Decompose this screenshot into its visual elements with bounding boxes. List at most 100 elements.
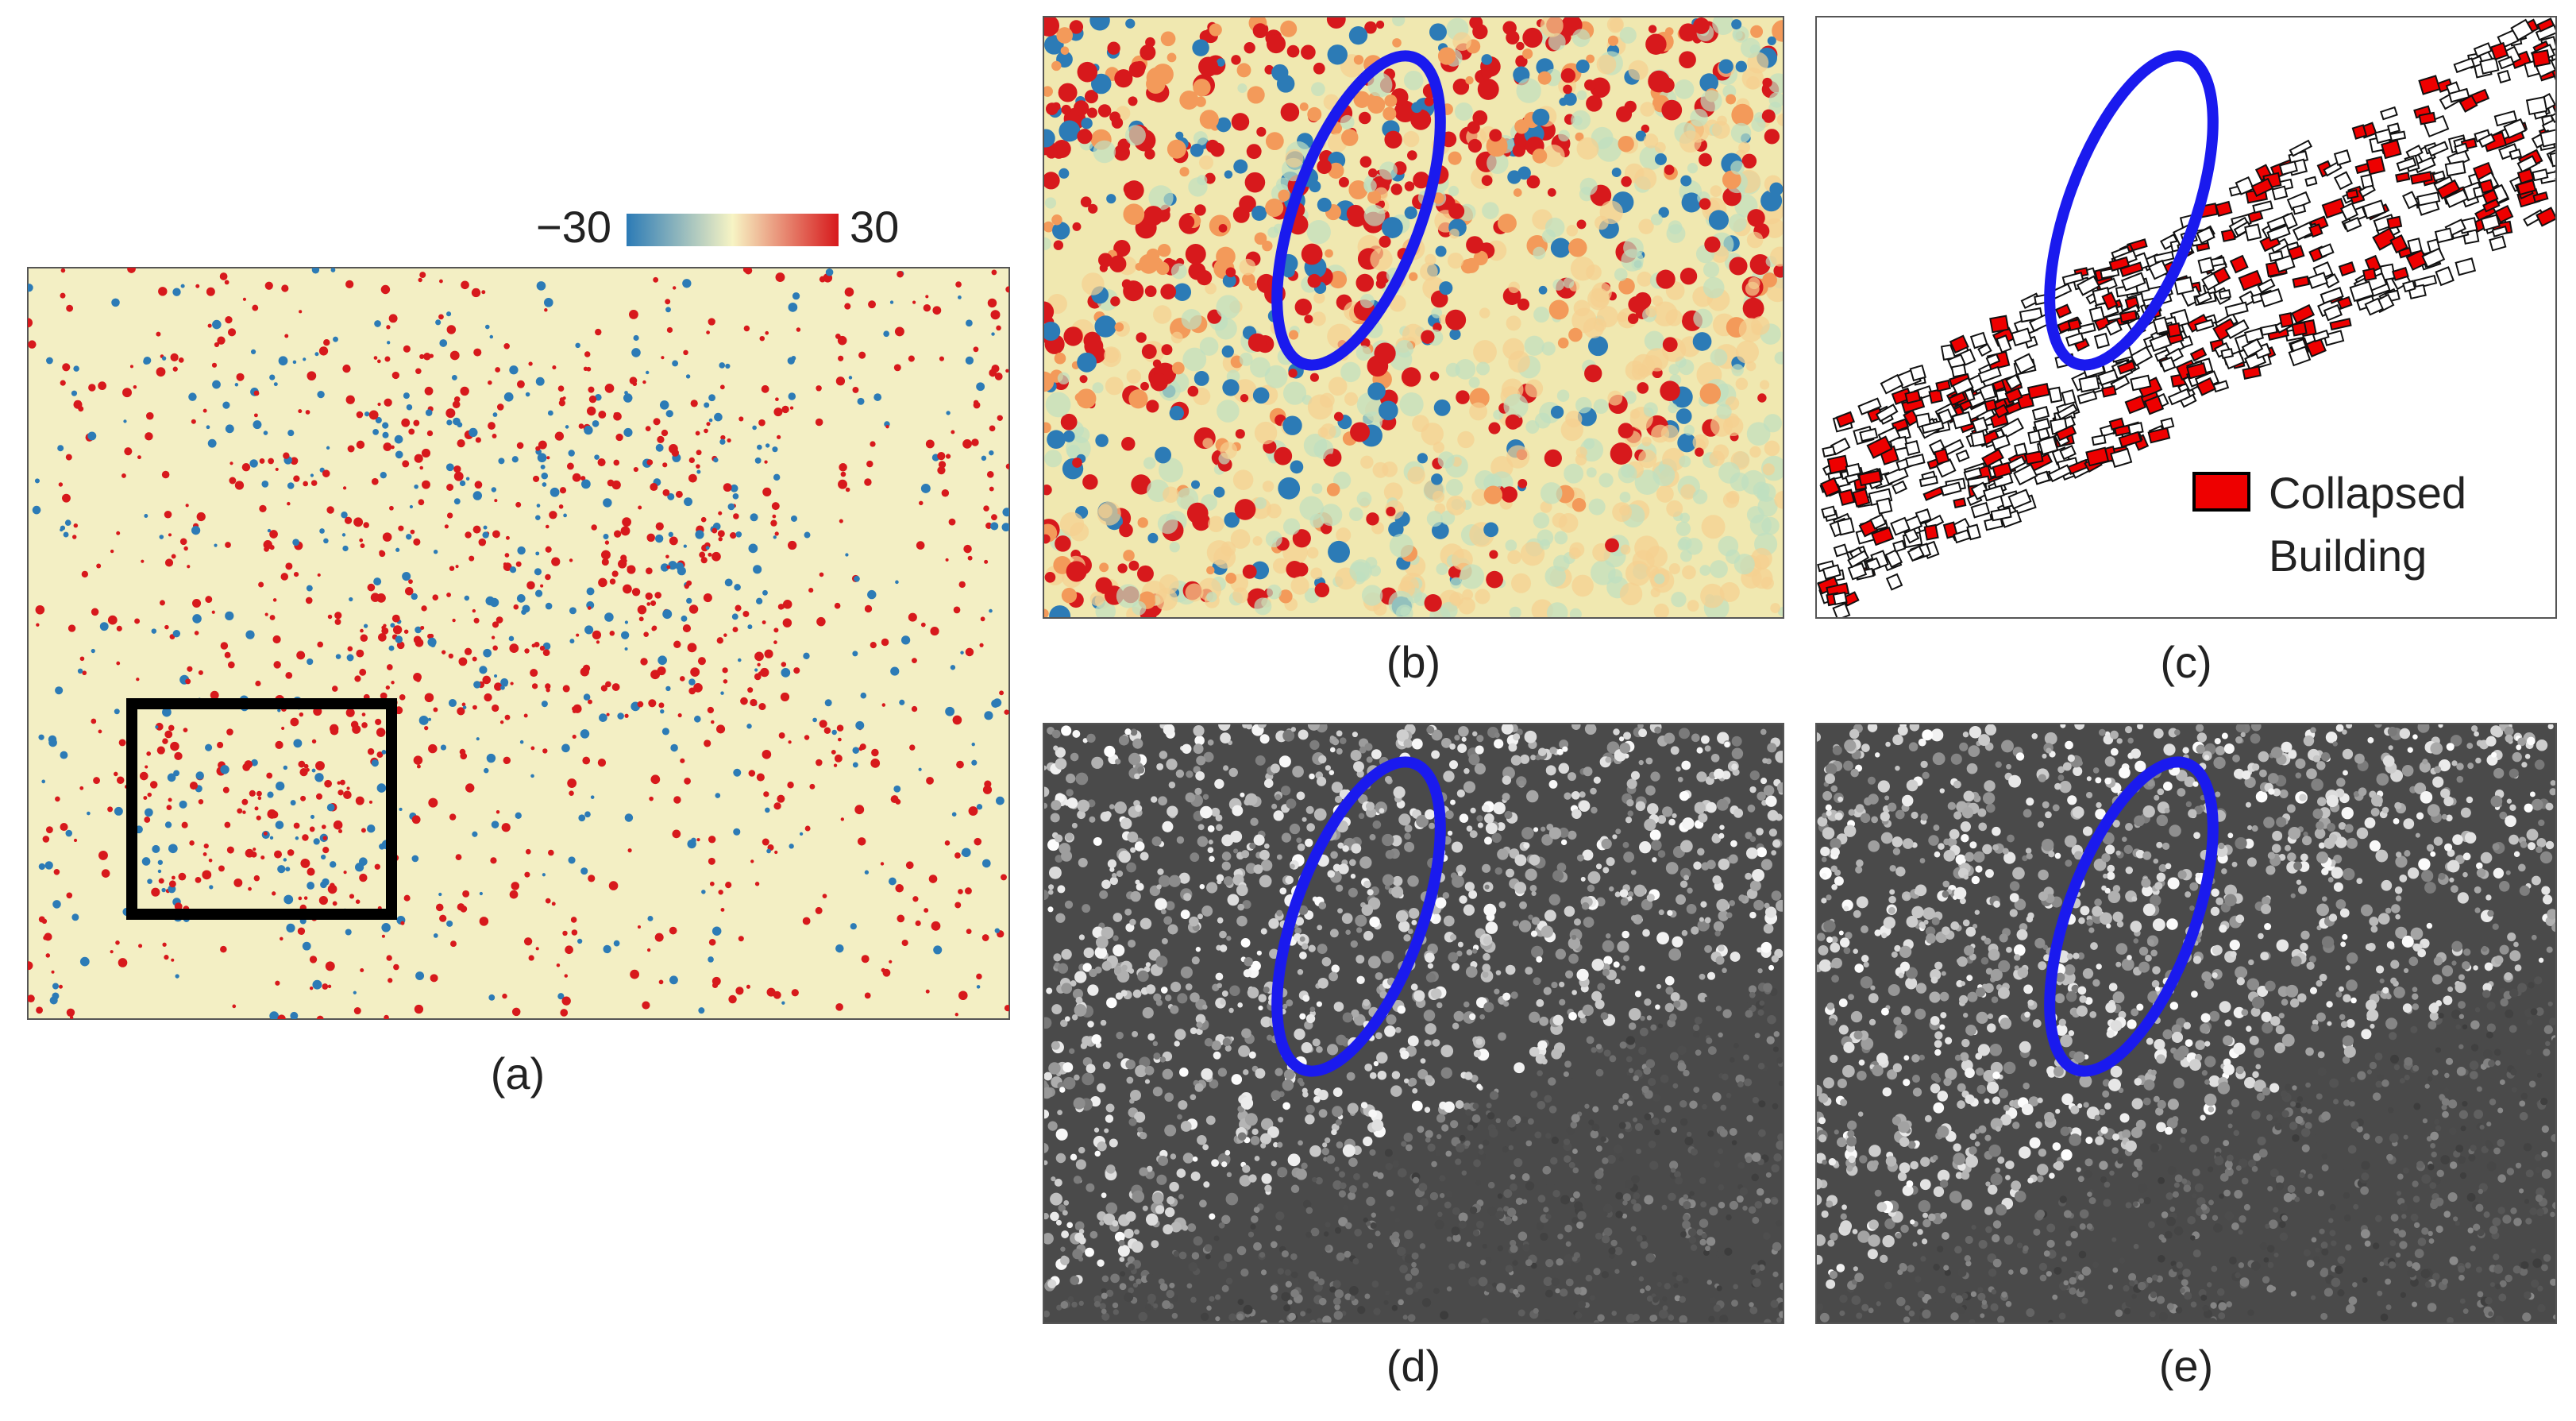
- speckle: [1044, 450, 1062, 468]
- building: [2435, 266, 2455, 287]
- speckle: [1373, 601, 1387, 616]
- speckle: [1247, 86, 1265, 104]
- speckle: [523, 713, 528, 718]
- speckle: [1334, 1289, 1344, 1299]
- building: [2550, 108, 2556, 123]
- speckle: [672, 286, 677, 290]
- speckle: [1145, 962, 1151, 967]
- speckle: [1148, 185, 1174, 210]
- building: [1835, 411, 1856, 428]
- speckle: [558, 400, 565, 407]
- speckle: [206, 287, 215, 296]
- speckle: [711, 720, 715, 724]
- speckle: [1517, 478, 1528, 488]
- speckle: [1544, 1319, 1552, 1323]
- speckle: [1517, 298, 1529, 311]
- speckle: [650, 774, 661, 785]
- speckle: [1506, 315, 1521, 331]
- speckle: [1178, 1100, 1188, 1110]
- speckle: [179, 538, 187, 546]
- speckle: [1403, 70, 1424, 91]
- speckle: [1473, 1159, 1481, 1168]
- speckle: [1004, 1005, 1009, 1012]
- speckle: [1602, 940, 1614, 952]
- speckle: [1318, 1109, 1328, 1118]
- speckle: [580, 476, 586, 481]
- speckle: [1737, 1161, 1745, 1169]
- speckle: [657, 435, 665, 443]
- speckle: [925, 989, 930, 994]
- speckle: [647, 915, 654, 921]
- speckle: [156, 331, 161, 337]
- building: [2360, 173, 2374, 189]
- speckle: [1568, 1012, 1577, 1021]
- speckle: [666, 565, 671, 570]
- speckle: [1754, 1033, 1760, 1039]
- speckle: [1627, 891, 1634, 898]
- speckle: [1130, 847, 1136, 853]
- speckle: [852, 651, 858, 657]
- speckle: [415, 626, 422, 634]
- speckle: [1281, 786, 1291, 796]
- speckle: [1679, 51, 1696, 69]
- speckle: [1641, 124, 1650, 133]
- speckle: [1437, 451, 1455, 469]
- speckle: [1364, 1063, 1373, 1072]
- speckle: [538, 440, 547, 450]
- speckle: [1752, 1096, 1759, 1104]
- speckle: [1057, 963, 1069, 974]
- speckle: [1076, 388, 1097, 409]
- building: [2194, 319, 2215, 332]
- speckle: [1082, 474, 1098, 490]
- speckle: [446, 419, 453, 426]
- building: [2333, 149, 2352, 166]
- speckle: [1147, 532, 1159, 544]
- speckle: [1530, 1091, 1538, 1099]
- speckle: [894, 326, 904, 337]
- speckle: [777, 434, 781, 439]
- speckle: [773, 990, 781, 999]
- speckle: [161, 887, 166, 893]
- speckle: [775, 272, 785, 282]
- speckle: [326, 446, 330, 450]
- speckle: [349, 894, 355, 899]
- speckle: [961, 851, 965, 855]
- speckle: [1618, 1133, 1624, 1139]
- speckle: [1450, 872, 1458, 879]
- speckle: [1277, 1141, 1283, 1148]
- speckle: [1218, 223, 1228, 233]
- speckle: [1508, 1145, 1514, 1151]
- speckle: [1056, 27, 1074, 44]
- speckle: [1606, 1154, 1616, 1164]
- speckle: [1338, 1217, 1348, 1227]
- speckle: [1459, 1134, 1466, 1141]
- speckle: [1466, 949, 1473, 956]
- speckle: [1601, 1271, 1610, 1279]
- speckle: [854, 575, 860, 582]
- speckle: [1449, 743, 1456, 750]
- speckle: [1676, 894, 1687, 905]
- speckle: [1370, 1222, 1377, 1230]
- speckle: [1614, 1246, 1623, 1256]
- speckle: [1648, 1078, 1656, 1087]
- speckle: [253, 875, 260, 882]
- speckle: [1618, 1156, 1624, 1162]
- speckle: [1542, 145, 1565, 168]
- speckle: [1356, 491, 1372, 507]
- speckle: [185, 678, 191, 685]
- speckle: [1672, 813, 1677, 819]
- speckle: [1285, 875, 1294, 885]
- building: [1845, 462, 1862, 477]
- speckle: [1347, 1191, 1356, 1200]
- speckle: [110, 950, 114, 954]
- speckle: [446, 512, 453, 519]
- speckle: [280, 936, 283, 941]
- speckle: [227, 661, 235, 669]
- speckle: [1763, 923, 1774, 934]
- speckle: [1623, 851, 1634, 863]
- speckle: [578, 814, 586, 822]
- speckle: [41, 779, 46, 784]
- building: [1884, 465, 1909, 485]
- speckle: [1290, 1184, 1300, 1193]
- speckle: [1307, 724, 1320, 731]
